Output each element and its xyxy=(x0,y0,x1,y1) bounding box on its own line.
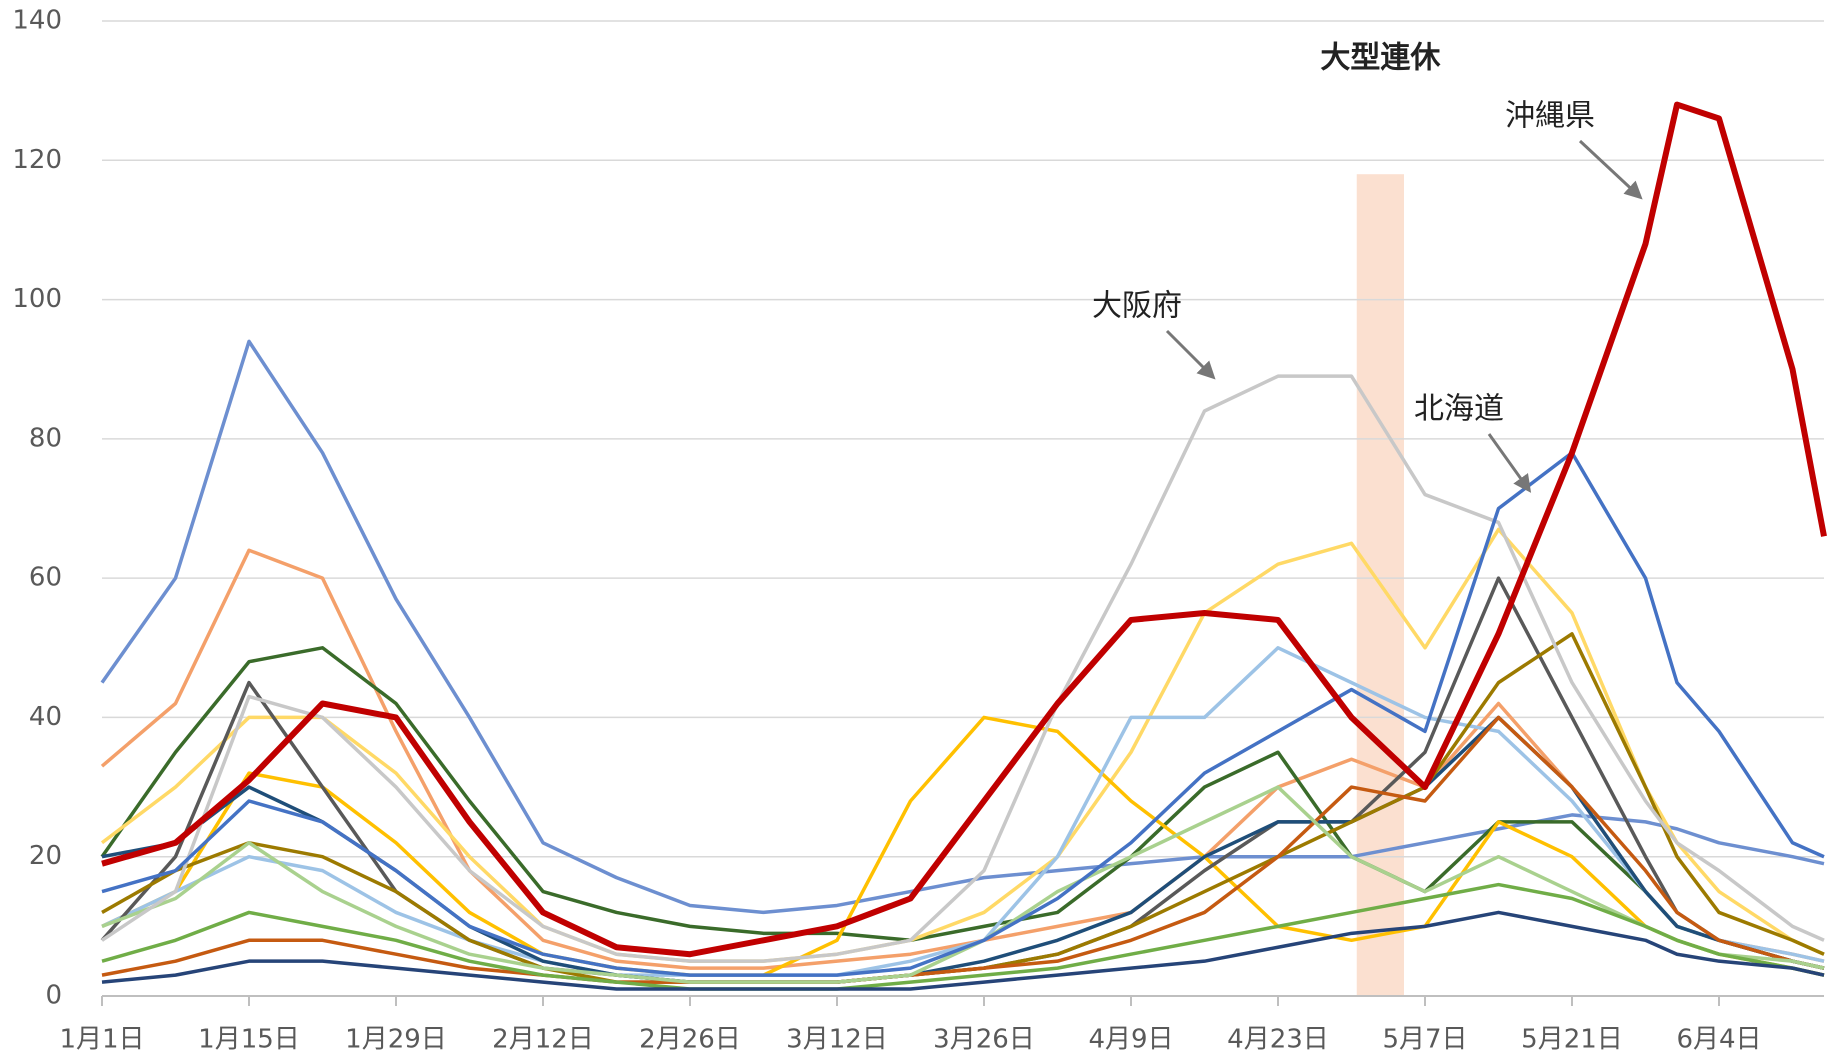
x-tick-label: 3月12日 xyxy=(786,1025,888,1055)
x-tick-label: 1月29日 xyxy=(345,1025,447,1055)
series-annotation: 北海道 xyxy=(1414,392,1504,427)
annotation-arrow xyxy=(1487,433,1532,493)
x-tick-label: 5月21日 xyxy=(1521,1025,1623,1055)
x-tick-label: 4月9日 xyxy=(1088,1025,1173,1055)
series-line xyxy=(101,715,1825,984)
series-line xyxy=(101,715,1825,984)
y-tick-label: 100 xyxy=(12,284,62,314)
holiday-label: 大型連休 xyxy=(1320,41,1441,76)
y-tick-label: 20 xyxy=(29,841,62,871)
x-tick-label: 4月23日 xyxy=(1227,1025,1329,1055)
x-tick-label: 5月7日 xyxy=(1382,1025,1467,1055)
y-tick-label: 140 xyxy=(12,6,62,36)
x-tick-label: 1月1日 xyxy=(59,1025,144,1055)
y-tick-label: 0 xyxy=(45,981,62,1011)
series-annotation: 大阪府 xyxy=(1092,289,1182,324)
series-line xyxy=(101,101,1827,958)
y-tick-label: 120 xyxy=(12,145,62,175)
series-line xyxy=(101,882,1825,991)
annotation-arrow xyxy=(1165,329,1216,380)
x-tick-label: 1月15日 xyxy=(198,1025,300,1055)
annotation-arrow xyxy=(1578,139,1643,200)
series-line xyxy=(101,910,1825,991)
series-line xyxy=(100,339,1825,915)
series-line xyxy=(101,451,1825,977)
series-annotation: 沖縄県 xyxy=(1505,99,1595,134)
series-line xyxy=(101,715,1825,977)
series-line xyxy=(100,548,1825,970)
y-tick-label: 40 xyxy=(29,702,62,732)
series-line xyxy=(101,374,1825,963)
x-tick-label: 3月26日 xyxy=(933,1025,1035,1055)
y-tick-label: 80 xyxy=(29,423,62,453)
x-tick-label: 2月12日 xyxy=(492,1025,594,1055)
x-tick-label: 6月4日 xyxy=(1676,1025,1761,1055)
y-tick-label: 60 xyxy=(29,563,62,593)
series-line xyxy=(101,632,1825,984)
x-tick-label: 2月26日 xyxy=(639,1025,741,1055)
